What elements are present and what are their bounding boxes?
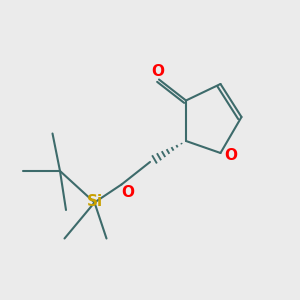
Text: O: O <box>224 148 238 164</box>
Text: O: O <box>151 64 164 79</box>
Text: O: O <box>121 185 134 200</box>
Text: Si: Si <box>86 194 103 209</box>
